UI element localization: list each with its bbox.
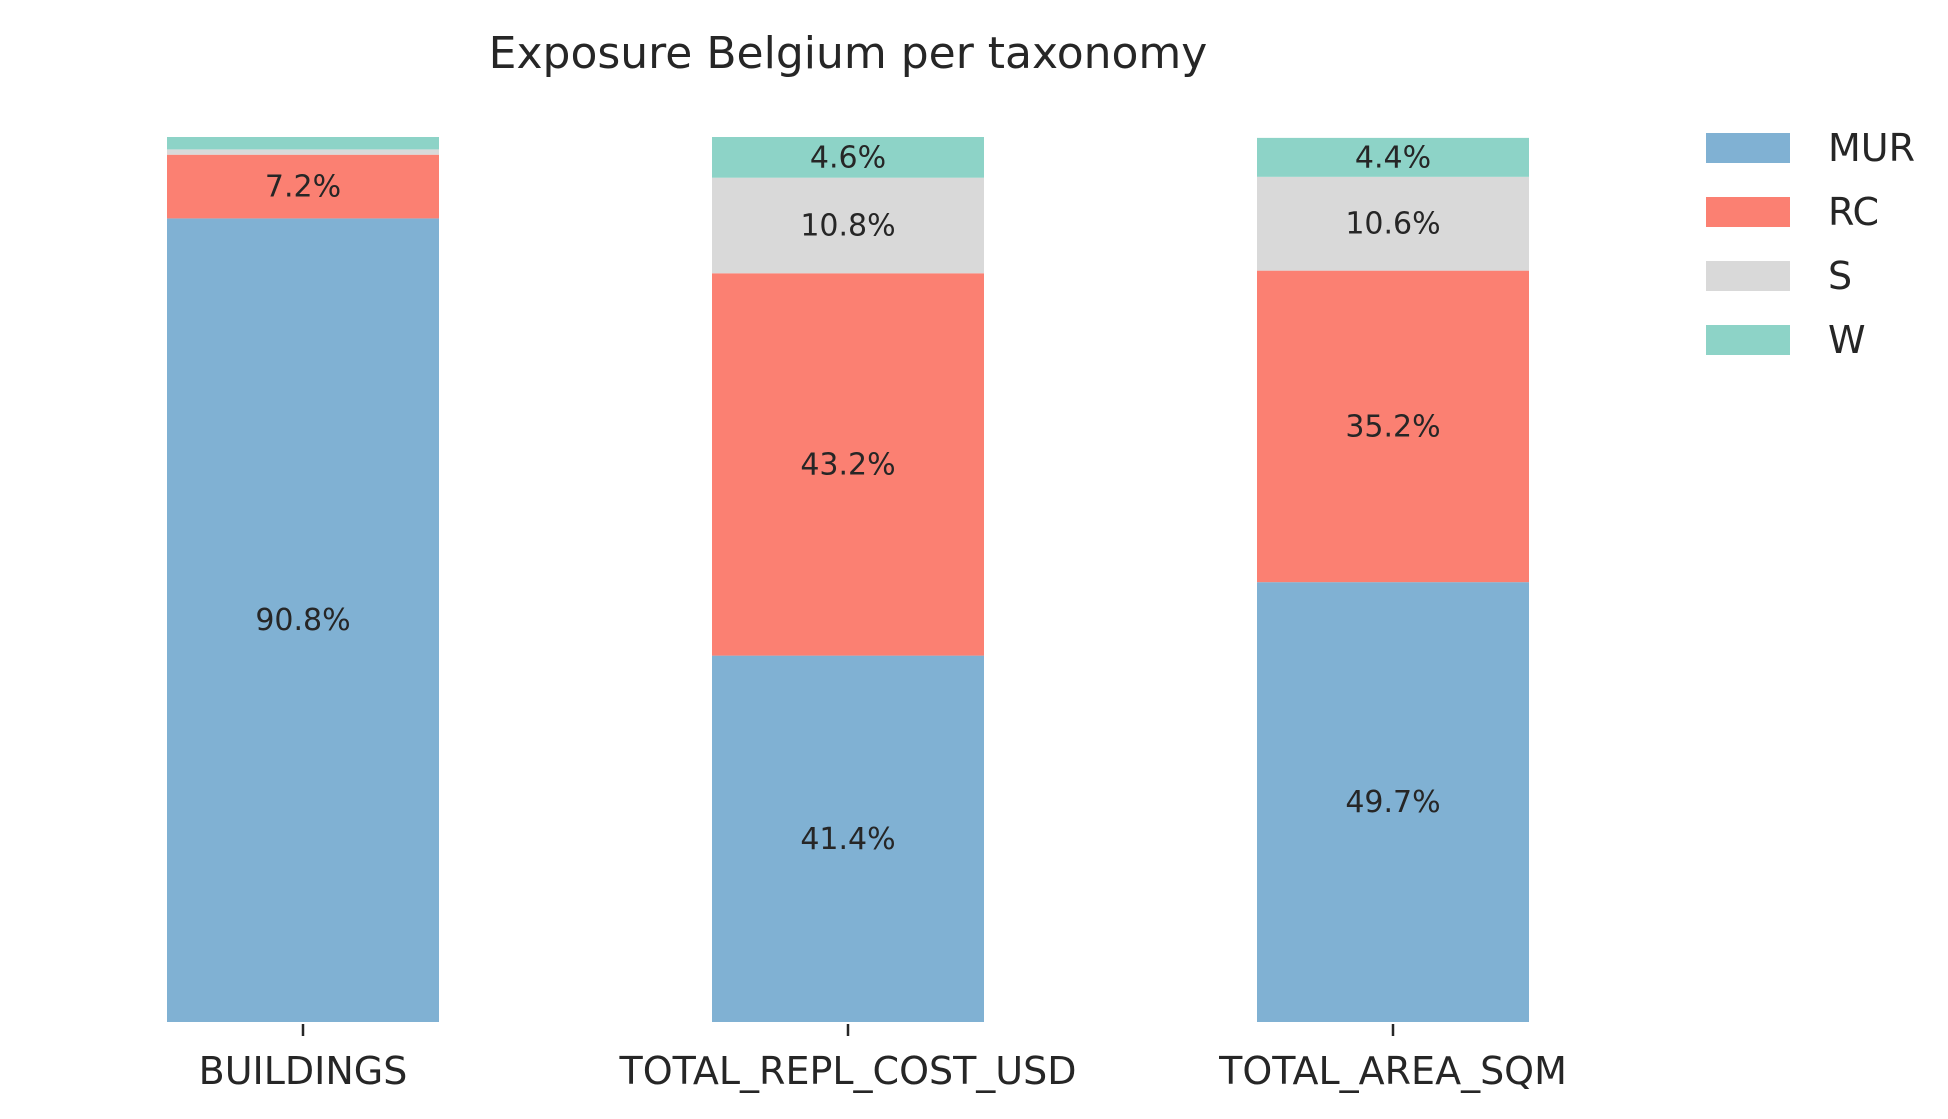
legend-swatch-rc [1706, 197, 1790, 227]
x-tick-label: TOTAL_AREA_SQM [1218, 1049, 1567, 1093]
legend: MUR RC SW [1706, 126, 1915, 362]
legend-swatch-mur [1706, 133, 1790, 163]
chart-title: Exposure Belgium per taxonomy [489, 28, 1208, 79]
data-label-rc-buildings: 7.2% [265, 170, 341, 205]
legend-swatch-w [1706, 325, 1790, 355]
data-label-w-total_repl_cost_usd: 4.6% [810, 140, 886, 175]
bar-segment-rc-total_area_sqm [1257, 270, 1529, 583]
bar-segment-rc-total_repl_cost_usd [712, 273, 984, 656]
bar-segment-w-total_area_sqm [1257, 137, 1529, 177]
legend-label-w: W [1828, 318, 1866, 362]
bar-segment-w-total_repl_cost_usd [712, 137, 984, 178]
legend-swatch-s [1706, 261, 1790, 291]
bar-segment-rc-buildings [167, 154, 439, 219]
bar-segment-mur-buildings [167, 218, 439, 1023]
data-label-mur-total_repl_cost_usd: 41.4% [800, 822, 895, 857]
data-label-rc-total_area_sqm: 35.2% [1345, 409, 1440, 444]
legend-label-s: S [1828, 254, 1852, 298]
data-label-s-total_repl_cost_usd: 10.8% [800, 209, 895, 244]
bar-segment-mur-total_area_sqm [1257, 582, 1529, 1022]
bar-segment-mur-total_repl_cost_usd [712, 655, 984, 1022]
bar-segment-s-buildings [167, 149, 439, 155]
bar-segment-s-total_area_sqm [1257, 176, 1529, 271]
bar-segment-s-total_repl_cost_usd [712, 177, 984, 274]
data-label-rc-total_repl_cost_usd: 43.2% [800, 447, 895, 482]
x-tick-label: TOTAL_REPL_COST_USD [618, 1049, 1076, 1093]
data-label-mur-total_area_sqm: 49.7% [1345, 785, 1440, 820]
x-axis: BUILDINGS TOTAL_REPL_COST_USD TOTAL_AREA_S… [199, 1024, 1567, 1093]
bar-segment-w-buildings [167, 137, 439, 150]
bars-group: 90.8% 7.2% 41.4% 43.2% 10.8% 4.6% 49.7% 35.2% 10… [167, 137, 1529, 1023]
data-label-w-total_area_sqm: 4.4% [1355, 140, 1431, 175]
data-label-s-total_area_sqm: 10.6% [1345, 207, 1440, 242]
legend-label-rc: RC [1828, 190, 1879, 234]
data-label-mur-buildings: 90.8% [255, 603, 350, 638]
x-tick-label: BUILDINGS [199, 1049, 408, 1093]
legend-label-mur: MUR [1828, 126, 1915, 170]
